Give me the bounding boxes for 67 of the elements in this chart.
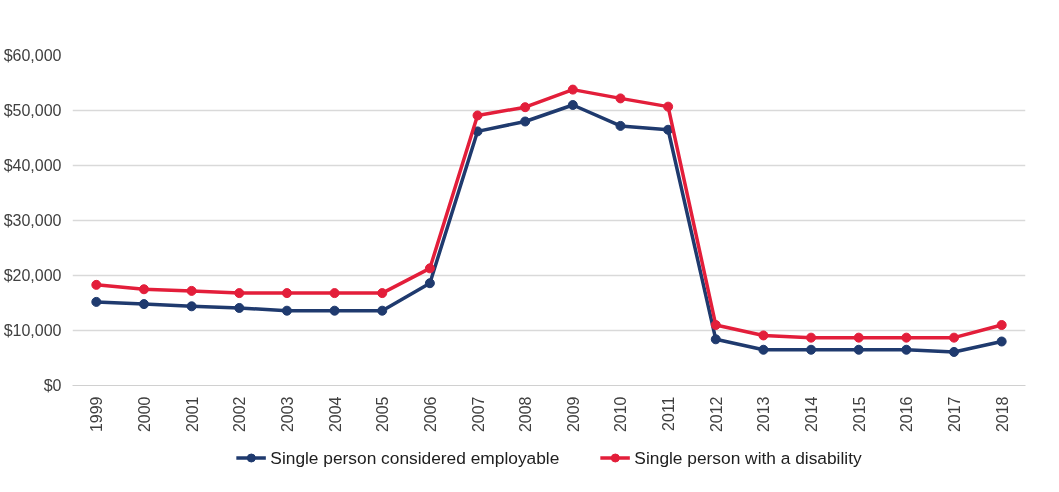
x-tick-label: 2001 (183, 396, 201, 433)
x-tick-label: 2016 (898, 396, 916, 433)
point (806, 344, 817, 355)
y-tick-label: $30,000 (3, 212, 62, 229)
y-tick-label: $20,000 (3, 267, 62, 284)
y-tick-label: $40,000 (3, 157, 62, 174)
point (186, 285, 197, 296)
point (710, 320, 721, 330)
point (615, 120, 626, 131)
point (853, 332, 864, 343)
x-tick-label: 2017 (946, 396, 964, 433)
point (329, 305, 340, 316)
point (996, 320, 1007, 330)
y-tick-label: $60,000 (3, 47, 62, 64)
y-tick-label: $10,000 (3, 322, 62, 339)
point (567, 100, 578, 110)
point (710, 334, 721, 345)
point (520, 116, 531, 127)
point (424, 263, 435, 274)
x-tick-label: 2011 (660, 396, 678, 431)
point (377, 288, 388, 299)
point (281, 288, 292, 299)
point (138, 299, 149, 310)
point (281, 305, 292, 316)
point (91, 296, 102, 307)
point (138, 284, 149, 295)
legend-label: Single person considered employable (270, 447, 560, 468)
point (949, 346, 960, 357)
x-tick-label: 2008 (517, 396, 535, 433)
x-tick-label: 2007 (469, 396, 487, 433)
y-tick-label: $50,000 (3, 102, 62, 119)
x-tick-label: 2013 (755, 396, 773, 433)
point (615, 93, 626, 104)
x-tick-label: 2005 (374, 396, 392, 433)
x-tick-label: 2012 (707, 396, 725, 433)
point (329, 288, 340, 299)
point (567, 84, 578, 95)
y-tick-label: $0 (43, 377, 62, 394)
point (186, 301, 197, 312)
x-tick-label: 1999 (88, 396, 106, 433)
legend-label: Single person with a disability (634, 447, 862, 468)
x-tick-label: 2003 (278, 396, 296, 433)
x-tick-label: 2014 (803, 396, 821, 433)
x-tick-label: 2009 (564, 396, 582, 433)
x-tick-label: 2004 (326, 396, 344, 433)
point (377, 305, 388, 316)
point (901, 332, 912, 343)
point (91, 279, 102, 290)
point (234, 288, 245, 299)
x-tick-label: 2010 (612, 396, 630, 433)
point (234, 302, 245, 313)
point (901, 344, 912, 355)
point (949, 332, 960, 343)
point (996, 336, 1007, 347)
point (424, 278, 435, 289)
point (853, 344, 864, 355)
point (806, 332, 817, 343)
x-tick-label: 2015 (850, 396, 868, 433)
point (758, 344, 769, 355)
point (663, 101, 674, 112)
x-tick-label: 2018 (993, 396, 1011, 433)
x-tick-label: 2002 (231, 396, 249, 433)
x-tick-label: 2006 (421, 396, 439, 433)
point (472, 110, 483, 121)
point (520, 102, 531, 113)
x-tick-label: 2000 (135, 396, 153, 433)
point (758, 330, 769, 341)
